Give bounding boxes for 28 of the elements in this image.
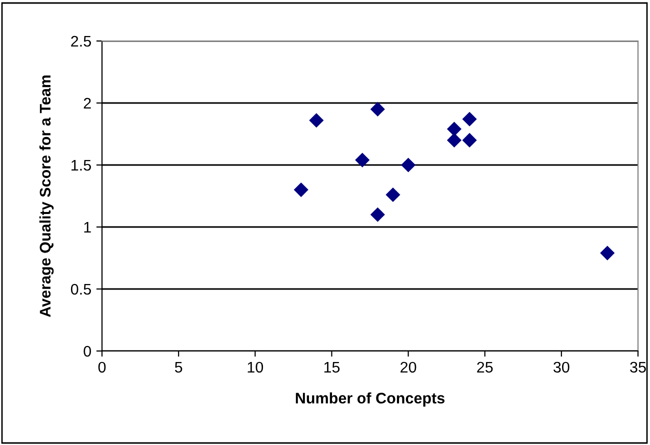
y-tick-label: 0 [84,346,91,357]
x-tick-label: 30 [554,362,570,373]
x-tick-label: 0 [98,362,106,373]
point [370,102,385,116]
point [355,152,370,168]
point [446,122,462,136]
x-axis-title: Number of Concepts [296,392,444,407]
y-axis-title: Average Quality Score for a Team [39,76,54,318]
point [462,112,477,126]
y-tick-label: 2 [84,98,91,109]
x-tick-label: 35 [630,362,646,373]
y-tick-label: 0.5 [70,284,91,295]
point [386,187,400,202]
point [446,132,462,148]
point [462,132,477,148]
x-tick-label: 5 [174,362,182,373]
point [309,113,324,128]
y-tick-label: 2.5 [71,36,91,47]
x-tick-label: 15 [324,362,340,373]
x-tick-label: 10 [248,362,264,373]
point [401,158,416,172]
y-tick-label: 1 [84,222,91,233]
x-tick-label: 20 [400,362,416,373]
point [370,207,385,222]
x-tick-label: 25 [477,362,493,373]
y-tick-label: 1.5 [72,160,91,171]
point [294,182,308,198]
point [600,246,615,260]
